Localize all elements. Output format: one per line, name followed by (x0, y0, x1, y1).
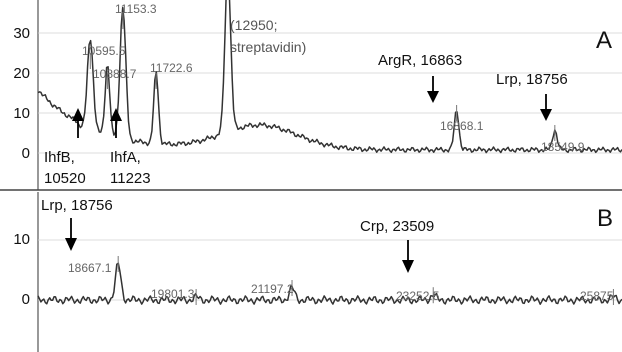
panel-b-y-tick: 0 (22, 291, 30, 308)
argr-annotation: ArgR, 16863 (378, 52, 462, 69)
panel-b-peak-markers (117, 256, 614, 305)
panel-b: 10 0 18667.1 19801.3 21197.2 23252.5 258… (13, 192, 622, 352)
peak-label-18549: 18549.9 (541, 140, 585, 154)
lrp-annotation-a: Lrp, 18756 (496, 71, 568, 88)
lrp-annotation-b: Lrp, 18756 (41, 197, 113, 214)
panel-label-b: B (597, 205, 613, 232)
panel-a: 30 20 10 0 10595.5 10888.7 11153.3 11722… (0, 0, 622, 191)
streptavidin-annotation-line2: streptavidin) (230, 39, 306, 55)
lrp-arrow-a (540, 94, 552, 121)
peak-label-10888: 10888.7 (93, 67, 137, 81)
panel-a-y-tick: 20 (13, 65, 30, 82)
peak-label-25875: 25875 (580, 289, 614, 303)
panel-b-gridlines (38, 239, 622, 301)
panel-a-y-tick: 10 (13, 105, 30, 122)
panel-a-y-tick: 30 (13, 25, 30, 42)
ihfa-annotation-line1: IhfA, (110, 149, 141, 166)
peak-label-16868: 16868.1 (440, 119, 484, 133)
streptavidin-annotation-line1: (12950; (230, 17, 277, 33)
peak-label-10595: 10595.5 (82, 44, 126, 58)
lrp-arrow-b (65, 218, 77, 251)
peak-label-11153: 11153.3 (115, 2, 157, 16)
panel-a-spectrum-trace (37, 0, 622, 154)
crp-annotation: Crp, 23509 (360, 218, 434, 235)
peak-label-18667: 18667.1 (68, 261, 112, 275)
panel-a-gridlines (38, 32, 622, 154)
panel-a-peak-markers (89, 13, 556, 141)
ihfb-annotation-line2: 10520 (44, 170, 86, 187)
panel-b-y-tick: 10 (13, 231, 30, 248)
peak-label-23252: 23252.5 (396, 289, 440, 303)
panel-a-y-tick: 0 (22, 145, 30, 162)
ihfa-annotation-line2: 11223 (110, 170, 151, 187)
peak-label-19801: 19801.3 (151, 287, 195, 301)
panel-b-spectrum-trace (37, 262, 622, 305)
argr-arrow (427, 76, 439, 103)
peak-label-11722: 11722.6 (150, 61, 193, 75)
panel-label-a: A (596, 27, 612, 54)
crp-arrow (402, 240, 414, 273)
peak-label-21197: 21197.2 (251, 282, 294, 296)
ihfb-arrow (72, 108, 84, 138)
ihfa-arrow (110, 108, 122, 138)
ihfb-annotation-line1: IhfB, (44, 149, 75, 166)
